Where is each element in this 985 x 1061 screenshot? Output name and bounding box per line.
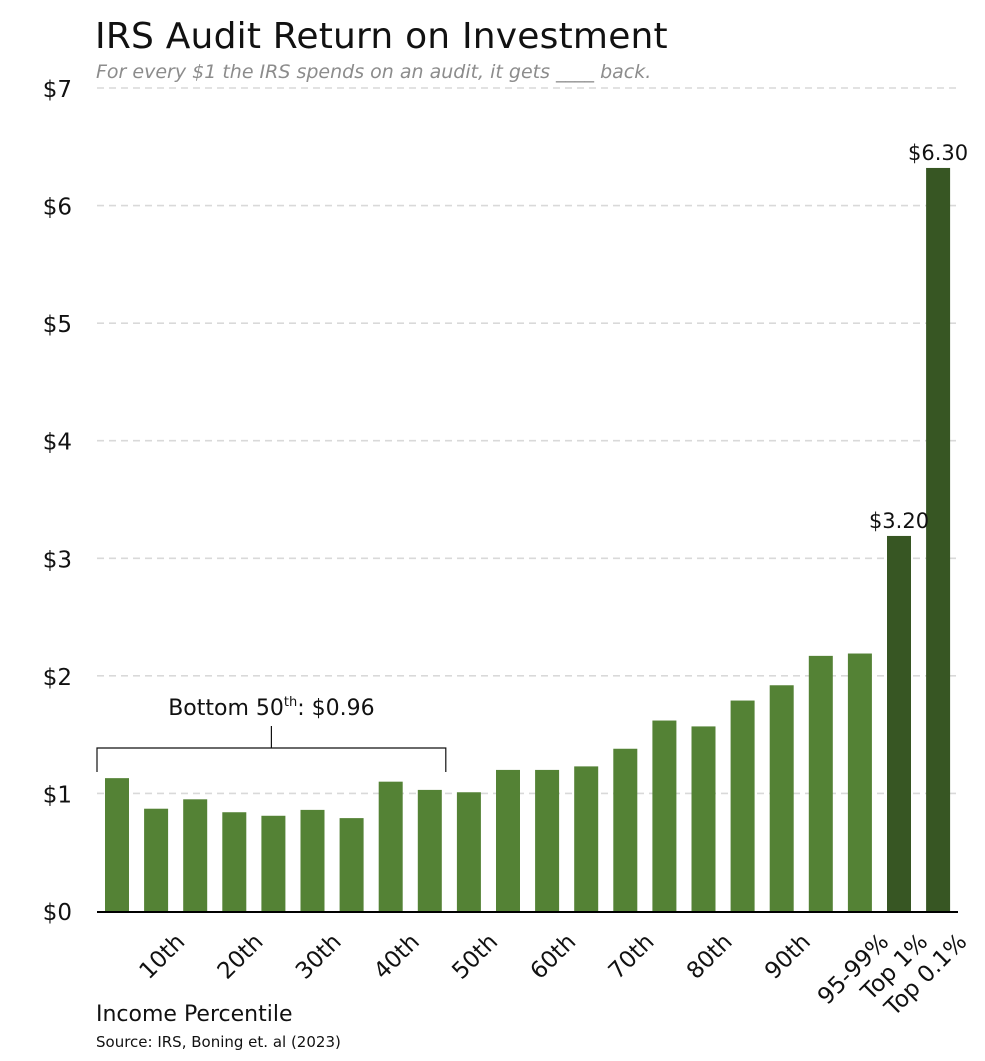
x-tick-label: 80th xyxy=(682,929,738,985)
chart-subtitle: For every $1 the IRS spends on an audit,… xyxy=(96,61,652,83)
y-tick-label: $0 xyxy=(43,900,72,926)
chart-title: IRS Audit Return on Investment xyxy=(95,16,668,57)
bar xyxy=(887,535,911,911)
bar xyxy=(378,781,403,911)
bars xyxy=(105,167,951,911)
bar xyxy=(144,808,169,911)
bar xyxy=(339,818,364,911)
y-tick-label: $5 xyxy=(43,312,72,338)
x-tick-label: 50th xyxy=(447,929,503,985)
data-label: $6.30 xyxy=(908,141,968,165)
x-tick-label: 20th xyxy=(213,929,269,985)
bar xyxy=(808,655,833,911)
bar xyxy=(535,769,560,911)
data-label: $3.20 xyxy=(869,509,929,533)
bar xyxy=(300,809,325,911)
bar xyxy=(652,720,677,911)
data-labels: $3.20 $6.30 xyxy=(869,141,968,533)
bar xyxy=(847,653,872,911)
bar xyxy=(105,778,129,911)
bottom-50-label: Bottom 50th: $0.96 xyxy=(168,695,374,721)
bar xyxy=(613,748,638,911)
bar xyxy=(691,726,716,911)
y-tick-label: $7 xyxy=(43,77,72,103)
y-tick-label: $3 xyxy=(43,547,72,573)
bar xyxy=(926,167,951,911)
x-axis-title: Income Percentile xyxy=(96,1002,293,1027)
bar xyxy=(183,799,208,911)
x-tick-label: 10th xyxy=(135,929,191,985)
x-tick-label: 40th xyxy=(369,929,425,985)
bottom-50-annotation: Bottom 50th: $0.96 xyxy=(96,695,447,772)
bar xyxy=(222,812,247,911)
x-tick-label: 60th xyxy=(526,929,582,985)
bar xyxy=(769,685,794,911)
bar xyxy=(261,815,286,911)
bar xyxy=(496,769,520,911)
x-tick-label: 70th xyxy=(604,929,660,985)
bar xyxy=(456,792,481,911)
x-tick-label: 90th xyxy=(760,929,816,985)
source-note: Source: IRS, Boning et. al (2023) xyxy=(96,1033,341,1051)
bottom-50-bracket xyxy=(96,726,447,772)
bar xyxy=(574,766,599,911)
x-tick-label: 30th xyxy=(291,929,347,985)
bar xyxy=(417,789,442,911)
y-tick-label: $6 xyxy=(43,195,72,221)
bar xyxy=(730,700,755,911)
y-tick-label: $1 xyxy=(43,782,72,808)
y-axis-tick-labels: $0 $1 $2 $3 $4 $5 $6 $7 xyxy=(43,77,72,926)
y-tick-label: $4 xyxy=(43,430,72,456)
y-tick-label: $2 xyxy=(43,665,72,691)
